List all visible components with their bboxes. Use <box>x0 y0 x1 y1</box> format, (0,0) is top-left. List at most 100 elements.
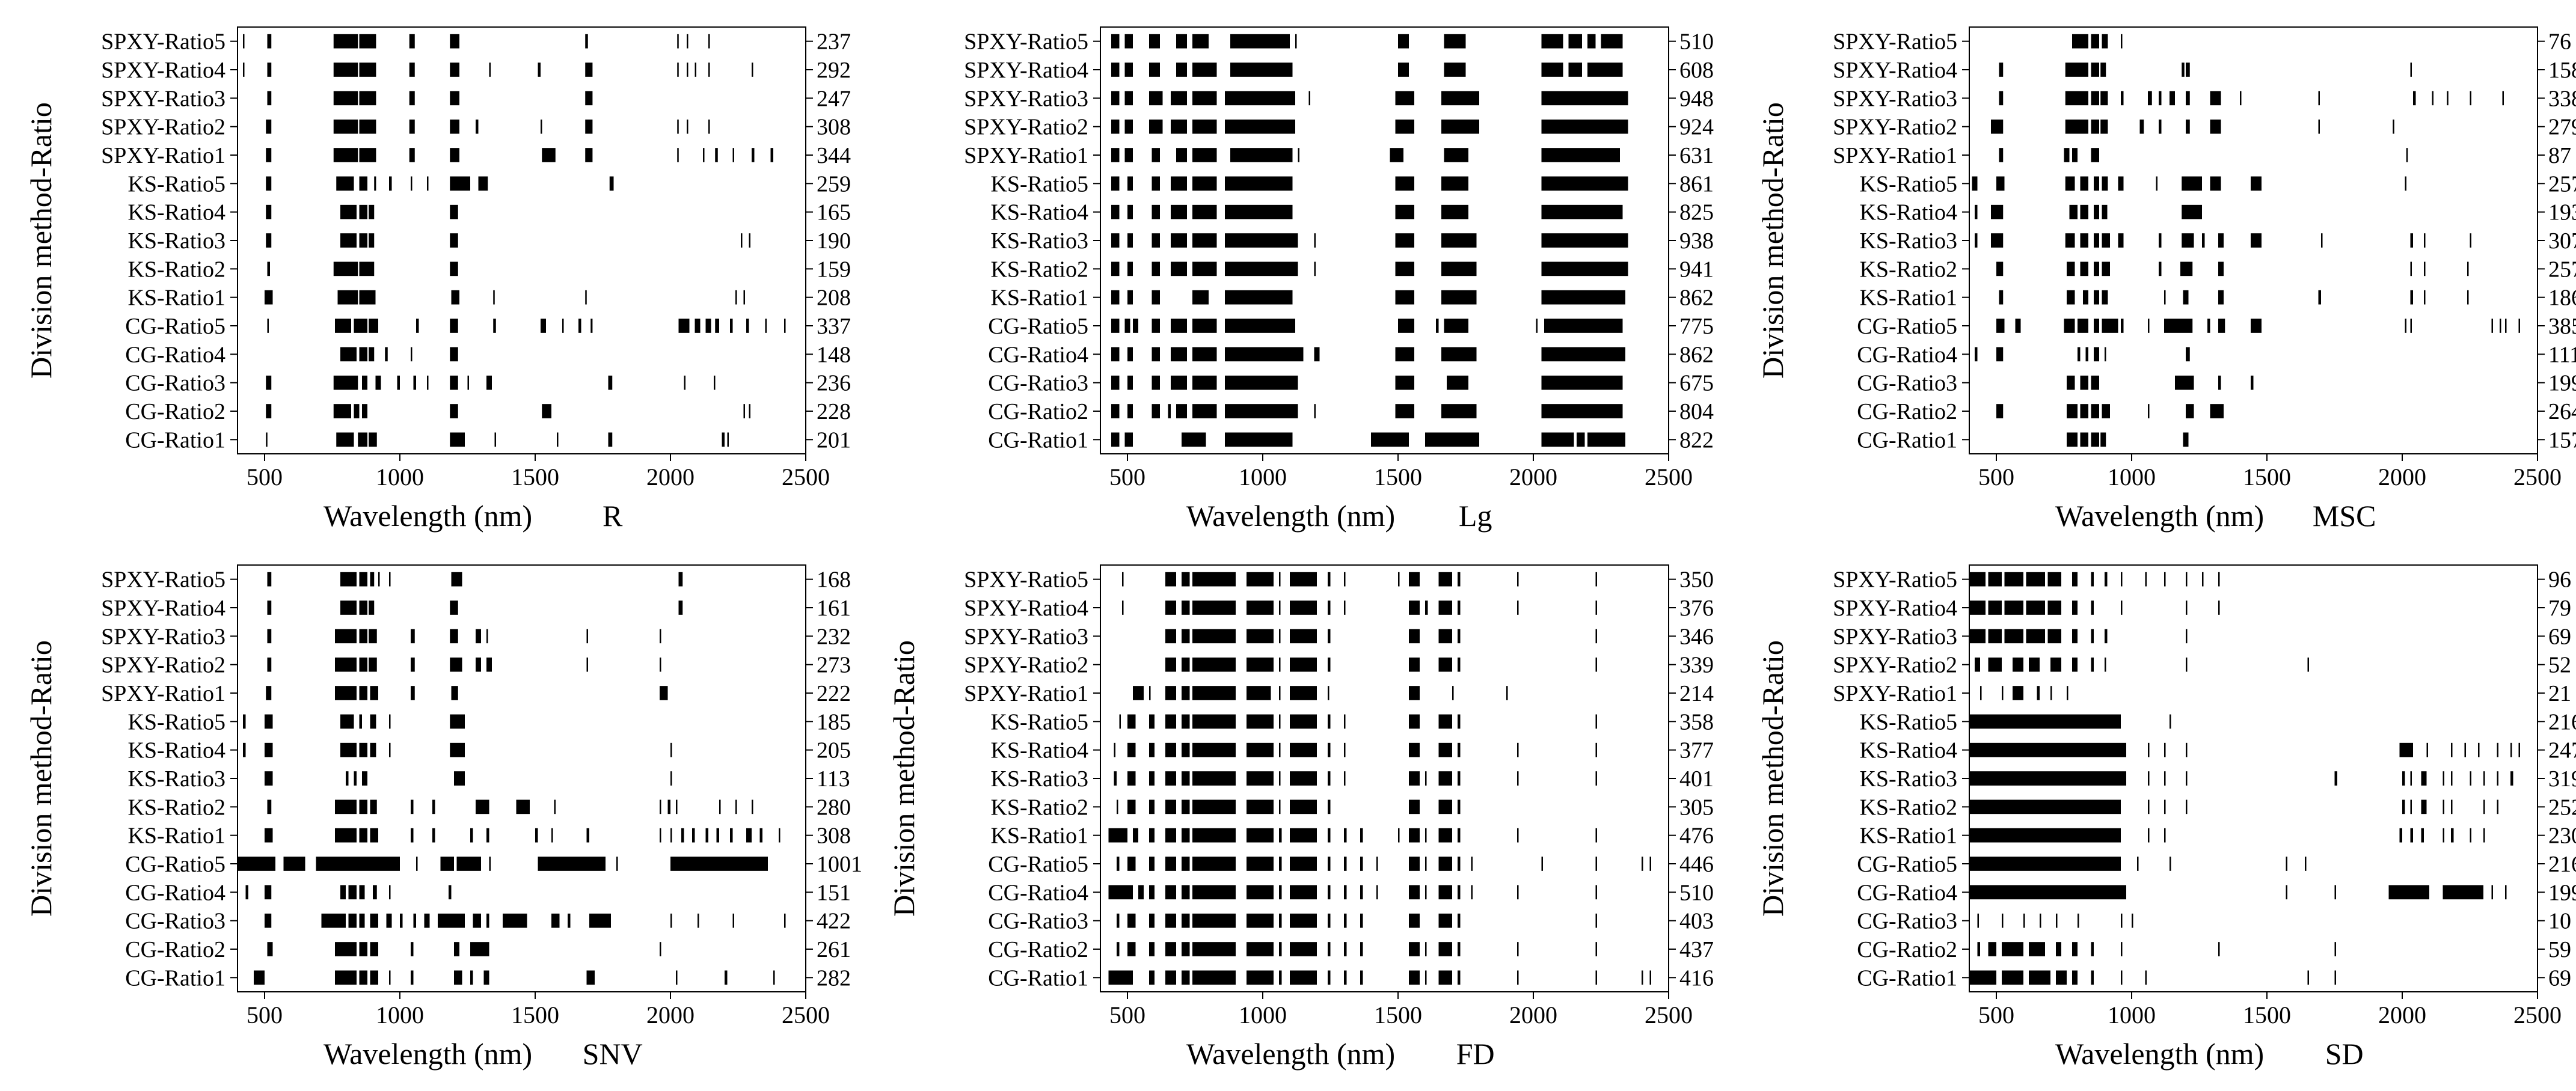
selected-band <box>1988 601 2002 615</box>
count-label: 159 <box>817 257 851 282</box>
selected-band <box>1541 857 1543 871</box>
selected-band <box>1176 63 1187 77</box>
selected-band <box>493 319 496 333</box>
selected-band <box>1149 742 1155 757</box>
selected-band <box>451 290 459 305</box>
selected-band <box>335 828 357 843</box>
selected-band <box>2100 119 2108 134</box>
selected-band <box>243 34 245 49</box>
selected-band <box>1969 857 2121 871</box>
selected-band <box>678 319 690 333</box>
selected-band <box>2286 885 2287 900</box>
selected-band <box>413 375 416 390</box>
count-label: 247 <box>817 86 851 111</box>
selected-band <box>1996 176 2005 191</box>
selected-band <box>1360 857 1363 871</box>
selected-band <box>1127 857 1136 871</box>
selected-band <box>266 233 272 248</box>
count-label: 279 <box>2548 115 2576 140</box>
count-label: 416 <box>1679 965 1714 991</box>
selected-band <box>346 771 349 786</box>
selected-band <box>1409 942 1420 956</box>
selected-band <box>1308 91 1310 106</box>
selected-band <box>1506 686 1508 700</box>
selected-band <box>677 34 679 49</box>
selected-band <box>1541 204 1623 219</box>
selected-band <box>695 63 696 77</box>
x-tick-label: 1500 <box>511 1001 559 1028</box>
count-label: 775 <box>1679 314 1714 339</box>
selected-band <box>1290 970 1317 985</box>
selected-band <box>335 942 357 956</box>
selected-band <box>1124 319 1130 333</box>
count-label: 1001 <box>817 852 862 877</box>
selected-band <box>359 629 367 644</box>
selected-band <box>1991 119 2004 134</box>
selected-band <box>1328 913 1331 928</box>
selected-band <box>1117 913 1120 928</box>
selected-band <box>1171 91 1187 106</box>
count-label: 446 <box>1679 852 1714 877</box>
selected-band <box>1969 572 1986 587</box>
selected-band <box>1996 319 2005 333</box>
selected-band <box>283 857 305 871</box>
selected-band <box>2072 34 2088 49</box>
selected-band <box>1171 233 1187 248</box>
selected-band <box>416 319 419 333</box>
selected-band <box>359 572 367 587</box>
selected-band <box>1192 319 1217 333</box>
selected-band <box>267 942 273 956</box>
selected-band <box>1398 319 1414 333</box>
selected-band <box>1642 857 1643 871</box>
row-label: CG-Ratio2 <box>1857 399 1957 424</box>
selected-band <box>1182 885 1190 900</box>
selected-band <box>2105 572 2108 587</box>
count-label: 825 <box>1679 200 1714 225</box>
selected-band <box>1587 34 1596 49</box>
selected-band <box>1541 176 1628 191</box>
selected-band <box>1395 119 1414 134</box>
selected-band <box>265 714 273 729</box>
selected-band <box>1344 601 1346 615</box>
selected-band <box>2132 913 2133 928</box>
selected-band <box>2067 404 2078 418</box>
row-label: KS-Ratio2 <box>127 795 225 820</box>
selected-band <box>678 572 683 587</box>
selected-band <box>714 375 716 390</box>
selected-band <box>340 233 357 248</box>
count-label: 230 <box>2548 824 2576 849</box>
selected-band <box>2050 686 2052 700</box>
count-label: 113 <box>817 766 850 792</box>
selected-band <box>660 686 668 700</box>
selected-band <box>2002 970 2023 985</box>
selected-band <box>676 799 678 814</box>
row-label: SPXY-Ratio4 <box>1833 596 1957 621</box>
selected-band <box>1425 771 1427 786</box>
row-label: CG-Ratio1 <box>988 965 1088 991</box>
selected-band <box>2410 233 2413 248</box>
selected-band <box>265 885 272 900</box>
selected-band <box>450 657 462 672</box>
selected-band <box>478 176 488 191</box>
row-label: CG-Ratio2 <box>988 937 1088 962</box>
row-label: KS-Ratio5 <box>1859 171 1957 197</box>
selected-band <box>1182 742 1190 757</box>
selected-band <box>1471 857 1473 871</box>
row-label: SPXY-Ratio3 <box>101 86 225 111</box>
selected-band <box>2065 233 2075 248</box>
count-label: 148 <box>817 342 851 367</box>
selected-band <box>1517 885 1519 900</box>
selected-band <box>1360 942 1363 956</box>
selected-band <box>1182 657 1190 672</box>
count-label: 59 <box>2548 937 2571 962</box>
y-axis-title: Division method-Ratio <box>887 640 921 917</box>
selected-band <box>389 714 391 729</box>
selected-band <box>450 176 470 191</box>
selected-band <box>1975 347 1978 362</box>
selected-band <box>1192 204 1217 219</box>
selected-band <box>1279 601 1281 615</box>
selected-band <box>1458 714 1461 729</box>
selected-band <box>1182 942 1190 956</box>
selected-band <box>1999 63 2004 77</box>
selected-band <box>2145 970 2147 985</box>
